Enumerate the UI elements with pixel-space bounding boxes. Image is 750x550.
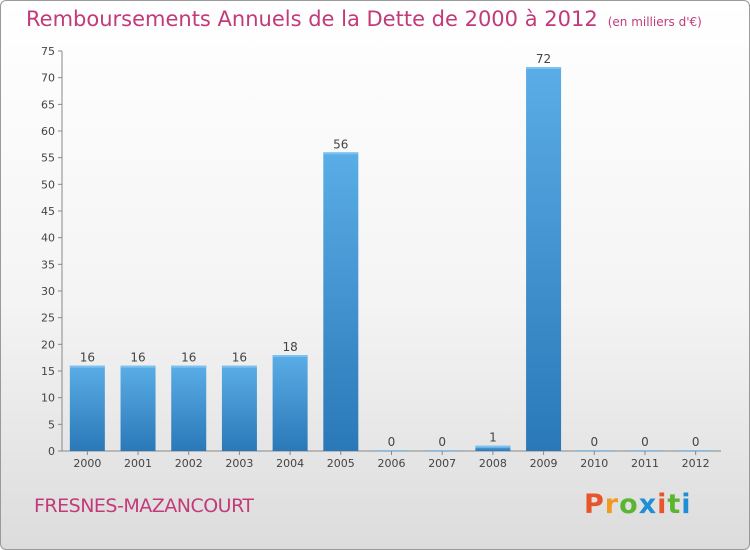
bar [323,152,359,452]
bar-value-label: 16 [232,351,247,365]
x-tick-label: 2012 [682,457,710,470]
bar-highlight [576,450,612,451]
bar-group: 16 [69,351,105,451]
bar [221,365,257,451]
y-tick-label: 15 [41,365,55,378]
bar-value-label: 0 [438,435,446,449]
bar-highlight [221,365,257,368]
bar-highlight [627,450,663,451]
proxiti-logo: Proxiti [584,489,692,520]
y-tick-label: 30 [41,285,55,298]
bar-highlight [526,67,562,69]
logo-letter: P [584,489,605,520]
bar [272,355,308,451]
y-tick-label: 25 [41,312,55,325]
x-tick-label: 2009 [530,457,558,470]
commune-name: FRESNES-MAZANCOURT [34,495,254,517]
y-tick-label: 0 [48,445,55,458]
bar-group: 16 [120,351,156,451]
bar-value-label: 56 [333,137,348,151]
bar-group: 18 [272,340,308,451]
y-tick-label: 60 [41,125,55,138]
bar-highlight [272,355,308,357]
bar-group: 0 [424,435,460,451]
bar-group: 0 [374,435,409,451]
logo-letter: x [638,489,658,520]
logo-letter: o [619,489,639,520]
bar-group: 0 [678,435,714,451]
x-tick-label: 2005 [327,457,355,470]
bar-highlight [475,445,511,448]
bar [526,67,562,451]
bar-highlight [678,450,714,451]
bar-value-label: 0 [692,435,700,449]
y-tick-label: 70 [41,72,55,85]
x-tick-label: 2002 [175,457,203,470]
bar-value-label: 1 [489,431,497,445]
x-tick-label: 2000 [73,457,101,470]
x-tick-label: 2008 [479,457,507,470]
bar-value-label: 16 [181,351,196,365]
y-tick-label: 55 [41,152,55,165]
x-tick-label: 2004 [276,457,304,470]
x-tick-label: 2006 [378,457,406,470]
bar-group: 1 [475,431,511,451]
x-tick-label: 2007 [428,457,456,470]
y-tick-label: 50 [41,178,55,191]
y-tick-label: 10 [41,392,55,405]
bar [120,365,156,451]
x-tick-label: 2011 [631,457,659,470]
bar-highlight [171,365,207,368]
bar-value-label: 0 [590,435,598,449]
bar-group: 0 [627,435,663,451]
bar-value-label: 18 [282,340,297,354]
title-text: Remboursements Annuels de la Dette de 20… [26,7,598,31]
chart-title: Remboursements Annuels de la Dette de 20… [26,7,702,31]
bar [171,365,207,451]
x-tick-label: 2010 [580,457,608,470]
y-tick-label: 5 [48,418,55,431]
unit-label: (en milliers d'€) [607,15,702,29]
bars: 16 16 16 16 18 56 0 0 1 72 0 0 0 [69,52,714,452]
y-tick-label: 45 [41,205,55,218]
bar [69,365,105,451]
bar-value-label: 16 [80,351,95,365]
y-tick-label: 65 [41,98,55,111]
logo-letter: i [657,489,668,520]
bar-group: 16 [171,351,207,451]
bar-value-label: 0 [641,435,649,449]
logo-letter: i [681,489,692,520]
bar-group: 72 [526,52,562,451]
logo-letter: r [604,489,620,520]
y-tick-label: 40 [41,232,55,245]
bar-group: 56 [323,137,359,452]
x-tick-label: 2001 [124,457,152,470]
logo-letter: t [667,489,682,520]
bar-value-label: 0 [388,435,396,449]
bar-highlight [69,365,105,368]
x-tick-label: 2003 [225,457,253,470]
y-tick-label: 20 [41,338,55,351]
bar-highlight [424,450,460,451]
y-tick-label: 75 [41,45,55,58]
bar-value-label: 16 [130,351,145,365]
bar-highlight [374,450,409,451]
y-tick-label: 35 [41,258,55,271]
bar-group: 0 [576,435,612,451]
bar-highlight [323,152,359,155]
bar-highlight [120,365,156,368]
bar-group: 16 [221,351,257,451]
bar [475,445,511,451]
bar-value-label: 72 [536,52,551,66]
